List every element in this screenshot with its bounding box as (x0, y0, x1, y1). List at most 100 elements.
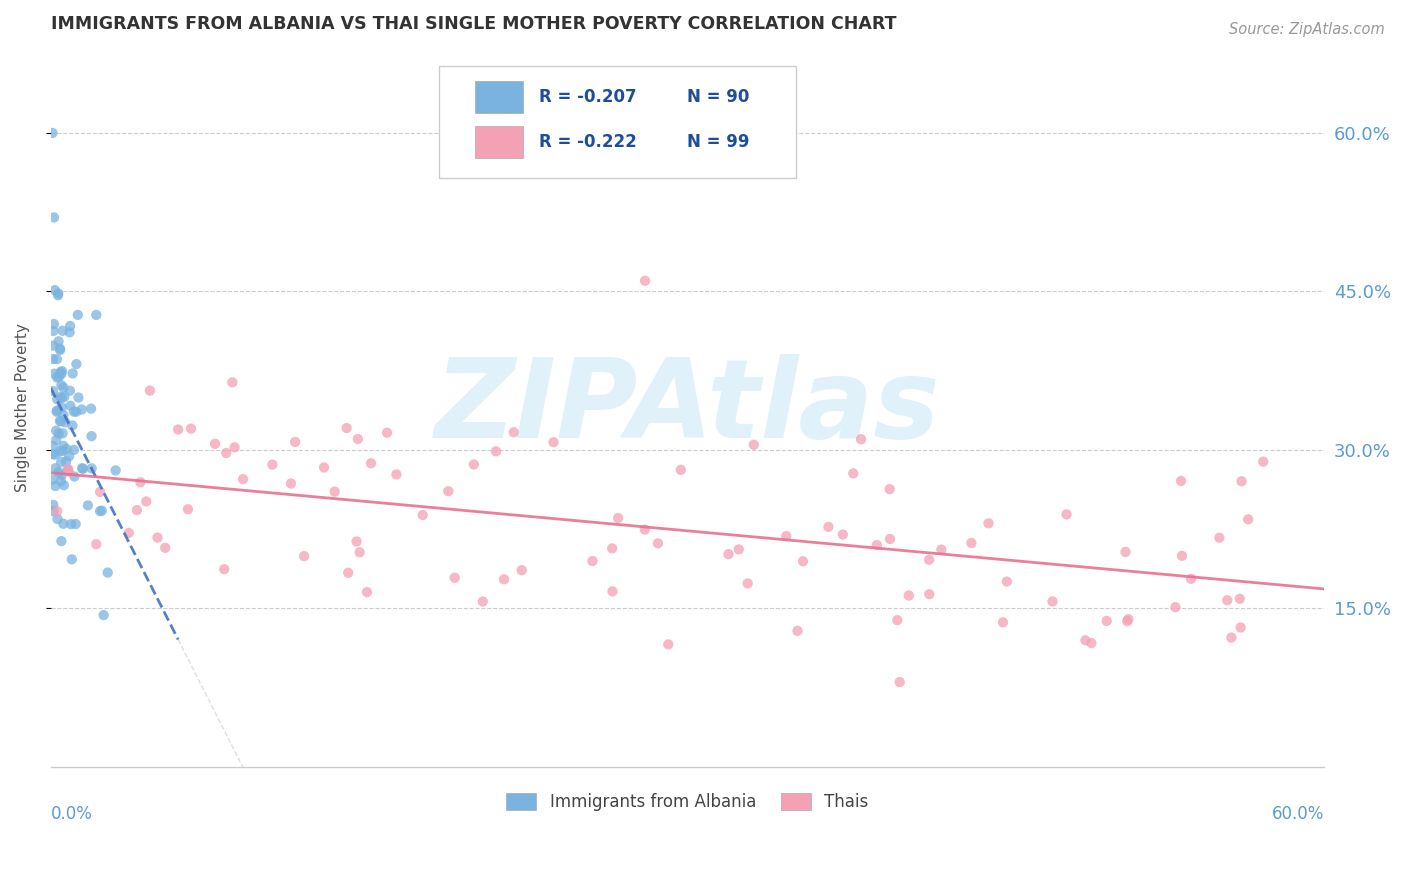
Point (46, 370, 69, 384)
Point (67, 391, 90, 405)
Point (886, 613, 908, 627)
Point (42, 211, 65, 225)
Point (44, 448, 66, 462)
Point (45, 352, 67, 367)
Point (232, 472, 254, 486)
Point (385, 467, 408, 482)
Bar (475, 126, 523, 158)
Point (1074, 633, 1097, 648)
Point (1229, 591, 1251, 606)
Point (51, 391, 73, 405)
Point (89, 504, 111, 518)
Point (284, 434, 307, 449)
Point (931, 542, 953, 557)
Point (53, 415, 76, 429)
Point (46, 286, 69, 301)
Point (1164, 600, 1187, 615)
Text: R = -0.222: R = -0.222 (538, 133, 637, 151)
Point (146, 531, 169, 545)
Point (56, 461, 79, 475)
Legend: Immigrants from Albania, Thais: Immigrants from Albania, Thais (498, 784, 877, 819)
Point (62, 404, 84, 418)
Point (45, 433, 67, 447)
Point (129, 475, 152, 490)
Point (52, 516, 75, 531)
Point (48, 465, 70, 479)
Point (918, 587, 941, 601)
Point (602, 584, 624, 599)
Point (1251, 454, 1274, 468)
Point (336, 421, 359, 435)
Point (1208, 531, 1230, 545)
Bar (475, 81, 523, 113)
Point (59, 399, 82, 413)
Point (360, 456, 382, 470)
Point (1042, 594, 1064, 608)
Point (600, 541, 623, 556)
Point (44, 461, 66, 475)
Point (51, 534, 73, 549)
Point (312, 460, 335, 475)
Point (70, 461, 93, 475)
Point (42, 351, 65, 366)
Point (879, 532, 901, 546)
Point (471, 594, 494, 608)
Point (48, 369, 70, 384)
Point (634, 274, 657, 288)
Point (118, 525, 141, 540)
Point (1220, 631, 1243, 645)
Point (657, 637, 679, 651)
Point (77, 499, 100, 513)
Point (1080, 636, 1102, 650)
Point (849, 432, 872, 446)
Point (412, 508, 434, 522)
Point (224, 440, 246, 454)
Point (1216, 593, 1239, 607)
Point (897, 589, 920, 603)
Point (669, 463, 692, 477)
Point (42, 384, 65, 398)
Point (44, 367, 66, 381)
Point (49, 455, 72, 469)
Point (581, 554, 603, 568)
Point (485, 444, 508, 458)
Point (280, 476, 302, 491)
Point (51, 401, 73, 415)
Point (46, 504, 69, 518)
Point (443, 571, 465, 585)
Point (51, 378, 73, 392)
Point (66, 308, 89, 322)
Point (42, 498, 65, 512)
Point (180, 422, 202, 436)
Point (1180, 572, 1202, 586)
Point (135, 494, 157, 508)
Point (51, 364, 73, 378)
Point (1095, 614, 1118, 628)
Point (262, 458, 284, 472)
Point (337, 566, 360, 580)
Point (42, 447, 65, 461)
Point (866, 538, 889, 552)
Point (155, 541, 177, 555)
Point (84, 308, 107, 322)
Point (1056, 508, 1078, 522)
Point (125, 503, 148, 517)
Point (46, 512, 69, 526)
Point (80, 401, 103, 416)
Point (49, 474, 72, 488)
Point (167, 422, 190, 436)
Point (918, 553, 941, 567)
Point (1171, 549, 1194, 563)
Point (977, 516, 1000, 531)
Point (48, 334, 70, 349)
Point (607, 511, 630, 525)
Point (65, 405, 87, 419)
Point (84, 537, 107, 551)
Point (65, 516, 87, 531)
Point (93, 608, 115, 623)
Point (80, 429, 103, 443)
Point (70, 402, 93, 417)
Point (1237, 512, 1260, 526)
Point (51, 367, 73, 381)
Point (51, 443, 73, 458)
